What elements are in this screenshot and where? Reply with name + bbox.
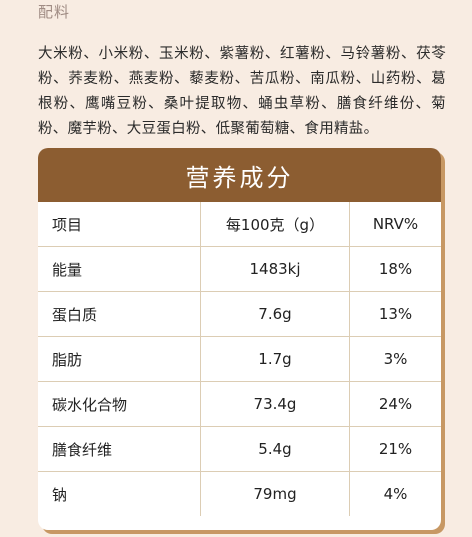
table-row: 能量 1483kj 18%: [38, 246, 441, 292]
table-row: 钠 79mg 4%: [38, 471, 441, 516]
table-header-row: 项目 每100克（g） NRV%: [38, 202, 441, 247]
row-item: 碳水化合物: [38, 381, 201, 427]
row-nrv: 3%: [349, 336, 441, 382]
row-nrv: 21%: [349, 426, 441, 472]
row-per100g: 1483kj: [200, 246, 350, 292]
row-per100g: 79mg: [200, 471, 350, 516]
row-per100g: 5.4g: [200, 426, 350, 472]
row-nrv: 18%: [349, 246, 441, 292]
row-nrv: 13%: [349, 291, 441, 337]
table-row: 蛋白质 7.6g 13%: [38, 291, 441, 337]
nutrition-card: 营养成分 项目 每100克（g） NRV% 能量 1483kj 18% 蛋白质 …: [38, 148, 441, 530]
row-per100g: 1.7g: [200, 336, 350, 382]
header-nrv: NRV%: [349, 202, 441, 247]
nutrition-title: 营养成分: [38, 148, 441, 202]
row-item: 脂肪: [38, 336, 201, 382]
row-item: 能量: [38, 246, 201, 292]
row-item: 膳食纤维: [38, 426, 201, 472]
row-nrv: 4%: [349, 471, 441, 516]
row-item: 钠: [38, 471, 201, 516]
row-nrv: 24%: [349, 381, 441, 427]
row-per100g: 7.6g: [200, 291, 350, 337]
ingredients-text: 大米粉、小米粉、玉米粉、紫薯粉、红薯粉、马铃薯粉、茯苓粉、荞麦粉、燕麦粉、藜麦粉…: [38, 46, 446, 137]
nutrition-table: 项目 每100克（g） NRV% 能量 1483kj 18% 蛋白质 7.6g …: [38, 202, 441, 516]
header-per100g: 每100克（g）: [200, 202, 350, 247]
row-item: 蛋白质: [38, 291, 201, 337]
row-per100g: 73.4g: [200, 381, 350, 427]
table-row: 膳食纤维 5.4g 21%: [38, 426, 441, 472]
table-row: 脂肪 1.7g 3%: [38, 336, 441, 382]
header-item: 项目: [38, 202, 201, 247]
table-row: 碳水化合物 73.4g 24%: [38, 381, 441, 427]
ingredients-title: 配料: [38, 3, 71, 21]
